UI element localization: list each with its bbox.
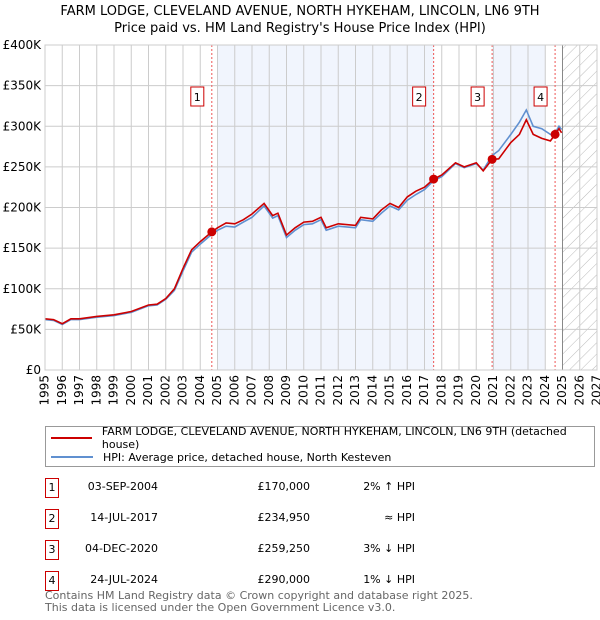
sale-point — [207, 227, 217, 237]
sale-price: £290,000 — [257, 573, 311, 586]
legend-swatch-property — [51, 437, 92, 439]
sale-row: 1 03-SEP-2004 £170,000 2% ↑ HPI — [45, 478, 445, 498]
legend-label-property: FARM LODGE, CLEVELAND AVENUE, NORTH HYKE… — [101, 425, 567, 451]
sale-date: 04-DEC-2020 — [84, 542, 158, 555]
sale-hpi-comparison: 2% ↑ HPI — [363, 480, 415, 493]
sale-date: 14-JUL-2017 — [90, 511, 158, 524]
x-tick-label: 1995 — [38, 375, 52, 406]
legend-label-hpi: HPI: Average price, detached house, Nort… — [103, 450, 392, 464]
x-tick-label: 2005 — [210, 375, 224, 406]
sale-number: 3 — [45, 540, 59, 560]
x-tick-label: 2011 — [314, 375, 328, 406]
x-tick-label: 2007 — [245, 375, 259, 406]
sale-point — [429, 174, 439, 184]
x-tick-label: 2012 — [331, 375, 345, 406]
sale-date: 24-JUL-2024 — [90, 573, 158, 586]
y-tick-label: £0 — [26, 363, 41, 377]
x-tick-label: 2027 — [590, 375, 600, 406]
footer-copyright: Contains HM Land Registry data © Crown c… — [45, 589, 473, 602]
sale-price: £259,250 — [257, 542, 311, 555]
y-tick-label: £150K — [3, 241, 43, 255]
y-tick-label: £350K — [3, 79, 43, 93]
x-tick-label: 2001 — [141, 375, 155, 406]
x-tick-label: 2019 — [452, 375, 466, 406]
chart-subtitle: Price paid vs. HM Land Registry's House … — [114, 21, 486, 36]
y-tick-label: £50K — [10, 322, 42, 336]
sale-date: 03-SEP-2004 — [87, 480, 158, 493]
x-tick-label: 2016 — [400, 375, 414, 406]
legend-item-hpi: HPI: Average price, detached house, Nort… — [51, 449, 391, 465]
sale-label-box — [412, 86, 427, 107]
sale-hpi-comparison: 1% ↓ HPI — [363, 573, 415, 586]
x-tick-label: 1998 — [89, 375, 103, 406]
y-tick-label: £300K — [3, 119, 43, 133]
sale-hpi-comparison: ≈ HPI — [384, 511, 415, 524]
sale-label: 1 — [194, 91, 201, 104]
legend-item-property: FARM LODGE, CLEVELAND AVENUE, NORTH HYKE… — [51, 425, 594, 451]
x-tick-label: 2024 — [538, 375, 552, 406]
sale-hpi-comparison: 3% ↓ HPI — [363, 542, 415, 555]
price-chart: 1995 1996 1997 1998 1999 2000 2001 2002 2003 2004… — [3, 38, 600, 406]
legend: FARM LODGE, CLEVELAND AVENUE, NORTH HYKE… — [45, 425, 595, 467]
sale-label-box — [470, 86, 485, 107]
x-tick-label: 1999 — [107, 375, 121, 406]
x-tick-label: 2013 — [348, 375, 362, 406]
sale-label: 3 — [474, 91, 481, 104]
x-tick-label: 2003 — [176, 375, 190, 406]
y-tick-label: £250K — [3, 160, 43, 174]
plot-frame — [44, 44, 598, 371]
sale-number: 1 — [45, 478, 59, 498]
y-tick-label: £400K — [3, 38, 43, 52]
sale-price: £170,000 — [257, 480, 311, 493]
x-tick-label: 2010 — [296, 375, 310, 406]
x-tick-label: 2017 — [417, 375, 431, 406]
x-tick-label: 2004 — [193, 375, 207, 406]
x-tick-label: 1996 — [55, 375, 69, 406]
x-tick-label: 2023 — [521, 375, 535, 406]
x-tick-label: 2002 — [158, 375, 172, 406]
x-tick-label: 2000 — [124, 375, 138, 406]
x-tick-label: 2014 — [365, 375, 379, 406]
sale-row: 3 04-DEC-2020 £259,250 3% ↓ HPI — [45, 540, 445, 560]
sale-row: 4 24-JUL-2024 £290,000 1% ↓ HPI — [45, 571, 445, 591]
sale-price: £234,950 — [257, 511, 311, 524]
chart-title: FARM LODGE, CLEVELAND AVENUE, NORTH HYKE… — [60, 4, 540, 19]
x-tick-label: 2025 — [555, 375, 569, 406]
x-tick-label: 2018 — [434, 375, 448, 406]
sale-point — [550, 129, 560, 139]
footer-licence: This data is licensed under the Open Gov… — [45, 601, 396, 614]
x-tick-label: 1997 — [72, 375, 86, 406]
legend-swatch-hpi — [51, 456, 93, 458]
sale-number: 4 — [45, 571, 59, 591]
sale-number: 2 — [45, 509, 59, 529]
x-tick-label: 2026 — [572, 375, 586, 406]
x-tick-label: 2021 — [486, 375, 500, 406]
sale-point — [487, 154, 497, 164]
sale-row: 2 14-JUL-2017 £234,950 ≈ HPI — [45, 509, 445, 529]
y-tick-label: £200K — [3, 201, 43, 215]
sale-label-box — [533, 86, 548, 107]
x-tick-label: 2006 — [227, 375, 241, 406]
x-tick-label: 2015 — [383, 375, 397, 406]
sale-label-box — [190, 86, 205, 107]
y-tick-label: £100K — [3, 282, 43, 296]
x-tick-label: 2020 — [469, 375, 483, 406]
x-tick-label: 2008 — [262, 375, 276, 406]
x-tick-label: 2009 — [279, 375, 293, 406]
x-tick-label: 2022 — [503, 375, 517, 406]
sale-label: 2 — [416, 91, 423, 104]
sale-label: 4 — [537, 91, 544, 104]
